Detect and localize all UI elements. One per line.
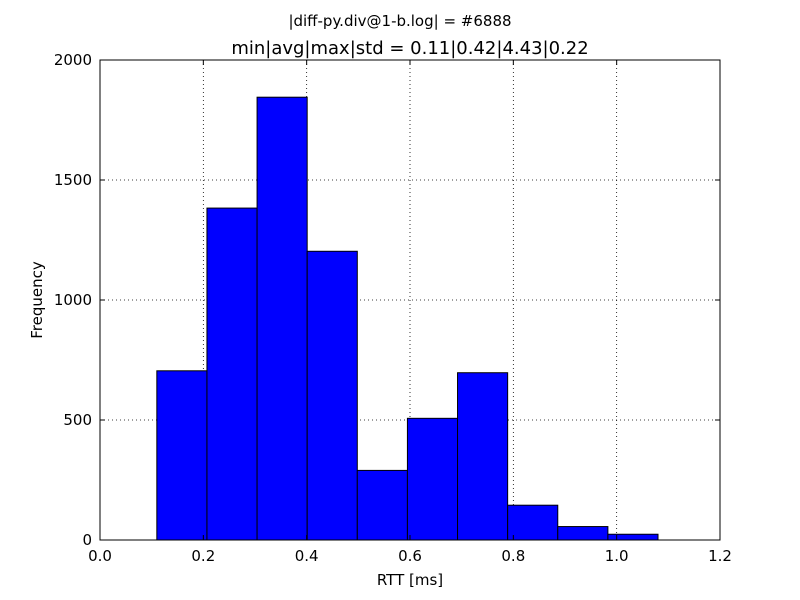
x-tick-label: 0.2 bbox=[191, 547, 215, 565]
histogram-bar-2 bbox=[256, 96, 308, 541]
y-tick-label: 1500 bbox=[54, 171, 92, 189]
x-axis-label: RTT [ms] bbox=[377, 571, 443, 589]
x-tick-label: 0.8 bbox=[501, 547, 525, 565]
histogram-bar-8 bbox=[557, 526, 609, 541]
histogram-bar-6 bbox=[457, 372, 509, 541]
x-tick-label: 0.0 bbox=[88, 547, 112, 565]
x-tick-label: 1.2 bbox=[708, 547, 732, 565]
histogram-bar-4 bbox=[356, 469, 408, 541]
y-axis-label: Frequency bbox=[28, 261, 46, 339]
x-axis-ticks: 0.0 0.2 0.4 0.6 0.8 1.0 1.2 bbox=[88, 60, 732, 565]
x-tick-label: 0.6 bbox=[398, 547, 422, 565]
y-axis-ticks: 0 500 1000 1500 2000 bbox=[54, 51, 720, 549]
histogram-bar-1 bbox=[206, 207, 258, 541]
x-tick-label: 1.0 bbox=[605, 547, 629, 565]
histogram-bars bbox=[156, 96, 659, 541]
y-tick-label: 500 bbox=[63, 411, 92, 429]
y-tick-label: 0 bbox=[82, 531, 92, 549]
histogram-bar-9 bbox=[607, 533, 659, 541]
y-tick-label: 2000 bbox=[54, 51, 92, 69]
histogram-bar-3 bbox=[306, 250, 358, 541]
chart-title: min|avg|max|std = 0.11|0.42|4.43|0.22 bbox=[231, 38, 588, 59]
x-tick-label: 0.4 bbox=[295, 547, 319, 565]
histogram-bar-5 bbox=[406, 417, 459, 541]
chart-suptitle: |diff-py.div@1-b.log| = #6888 bbox=[288, 12, 511, 30]
histogram-bar-0 bbox=[156, 370, 208, 541]
y-tick-label: 1000 bbox=[54, 291, 92, 309]
histogram-bar-7 bbox=[507, 504, 559, 541]
